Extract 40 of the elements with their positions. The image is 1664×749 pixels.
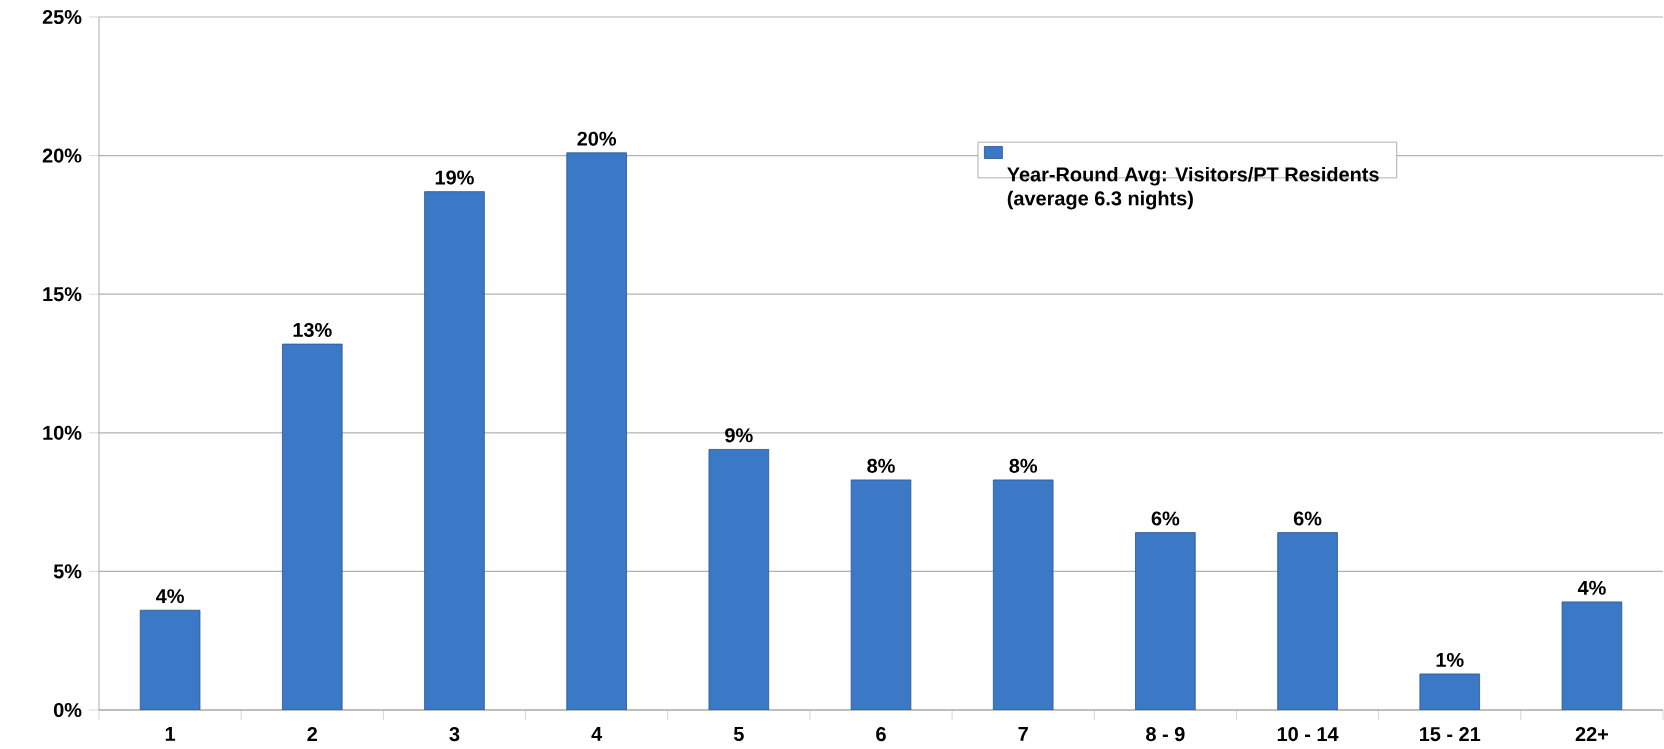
- data-label: 4%: [1577, 580, 1606, 595]
- bar: [1561, 601, 1623, 710]
- data-label: 1%: [1436, 652, 1464, 667]
- bar: [1419, 673, 1480, 710]
- bar: [1135, 532, 1196, 710]
- data-label: 19%: [435, 170, 474, 185]
- bar: [424, 191, 485, 710]
- x-tick-label: 5: [733, 727, 744, 741]
- y-tick-label: 5%: [53, 564, 82, 579]
- x-tick-label: 4: [591, 727, 603, 741]
- y-tick-label: 20%: [42, 148, 82, 163]
- x-tick-label: 6: [876, 727, 886, 742]
- x-tick-label: 1: [165, 727, 176, 741]
- data-label: 6%: [1151, 511, 1180, 526]
- y-tick-label: 15%: [43, 287, 82, 302]
- x-tick-label: 2: [307, 727, 318, 741]
- x-tick-label: 22+: [1575, 727, 1609, 741]
- data-label: 4%: [156, 589, 184, 604]
- bar: [282, 343, 343, 710]
- data-label: 8%: [1009, 458, 1038, 473]
- bar: [850, 479, 912, 710]
- bar: [1277, 532, 1338, 710]
- data-label: 6%: [1293, 511, 1322, 526]
- data-label: 9%: [725, 428, 753, 443]
- x-tick-label: 10 - 14: [1277, 727, 1339, 742]
- x-tick-label: 8 - 9: [1146, 727, 1185, 742]
- y-tick-label: 0%: [53, 702, 82, 718]
- bar: [566, 152, 627, 710]
- bar: [992, 479, 1054, 710]
- x-tick-label: 7: [1018, 727, 1028, 741]
- x-tick-label: 15 - 21: [1419, 727, 1481, 742]
- bar: [708, 449, 770, 710]
- y-tick-label: 25%: [42, 9, 82, 25]
- data-label: 8%: [867, 458, 895, 473]
- bar: [139, 609, 201, 710]
- x-tick-label: 3: [449, 727, 460, 742]
- data-label: 13%: [293, 322, 332, 338]
- y-tick-label: 10%: [43, 425, 82, 440]
- legend-label: Year-Round Avg: Visitors/PT Residents (average 6.3 nights): [1007, 166, 1379, 210]
- data-label: 20%: [577, 131, 617, 146]
